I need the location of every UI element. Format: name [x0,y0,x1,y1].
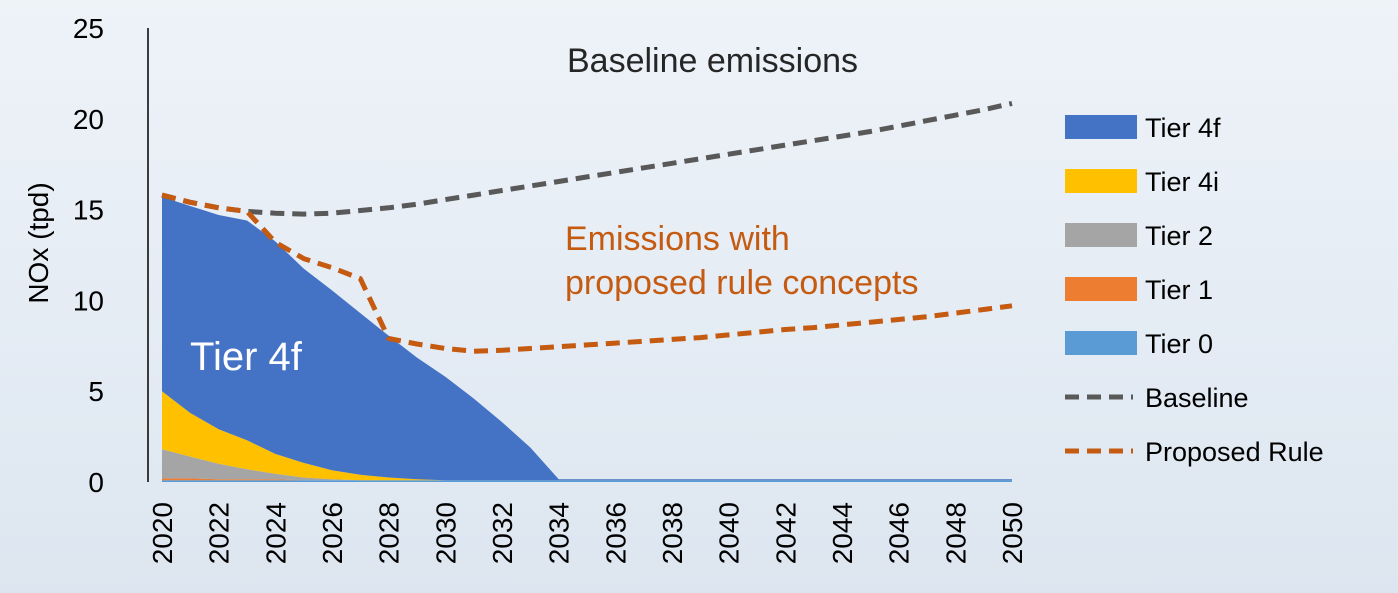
legend-swatch-tier-4i [1065,169,1137,193]
y-tick-25: 25 [73,13,104,44]
tier4f-area-label: Tier 4f [190,335,303,379]
y-tick-10: 10 [73,285,104,316]
legend-label-baseline: Baseline [1145,383,1249,413]
x-tick-2036: 2036 [600,502,631,564]
legend-label-tier-4f: Tier 4f [1145,113,1221,143]
baseline-annotation: Baseline emissions [567,42,858,80]
area-tier-0 [162,480,1012,482]
y-tick-20: 20 [73,104,104,135]
legend-label-tier-2: Tier 2 [1145,221,1213,251]
area-tier-1 [162,478,1012,481]
proposed-annotation-line1: Emissions with [565,220,790,258]
legend-label-tier-0: Tier 0 [1145,329,1213,359]
y-tick-labels: 0 5 10 15 20 25 [73,13,104,498]
annotations: Baseline emissions Emissions with propos… [190,42,918,379]
legend-swatch-tier-0 [1065,331,1137,355]
y-tick-15: 15 [73,195,104,226]
legend-label-tier-4i: Tier 4i [1145,167,1219,197]
dashed-lines [161,100,1013,354]
legend-label-tier-1: Tier 1 [1145,275,1213,305]
x-tick-2030: 2030 [430,502,461,564]
proposed-annotation-line2: proposed rule concepts [565,264,918,302]
x-tick-2038: 2038 [657,502,688,564]
legend: Tier 4f Tier 4i Tier 2 Tier 1 Tier 0 Baseline… [1065,113,1324,467]
x-tick-2024: 2024 [260,502,291,564]
x-tick-2028: 2028 [374,502,405,564]
y-tick-5: 5 [88,376,104,407]
y-tick-0: 0 [88,467,104,498]
stacked-areas [162,196,1012,482]
x-tick-2022: 2022 [204,502,235,564]
x-tick-2026: 2026 [317,502,348,564]
x-tick-2032: 2032 [487,502,518,564]
x-tick-2034: 2034 [544,502,575,564]
line-proposed-rule [161,192,1013,354]
x-tick-2042: 2042 [770,502,801,564]
legend-swatch-tier-2 [1065,223,1137,247]
legend-swatch-tier-1 [1065,277,1137,301]
x-tick-2040: 2040 [714,502,745,564]
y-axis-title: NOx (tpd) [23,182,54,303]
x-tick-2046: 2046 [884,502,915,564]
line-baseline [161,100,1013,217]
x-tick-2048: 2048 [940,502,971,564]
x-tick-2020: 2020 [147,502,178,564]
x-tick-2050: 2050 [997,502,1028,564]
area-tier-2 [162,449,1012,481]
area-tier-4f [162,196,1012,481]
x-tick-labels: 2020 2022 2024 2026 2028 2030 2032 2034 2036 2038… [147,502,1028,564]
x-tick-2044: 2044 [827,502,858,564]
legend-swatch-tier-4f [1065,115,1137,139]
legend-label-proposed-rule: Proposed Rule [1145,437,1324,467]
